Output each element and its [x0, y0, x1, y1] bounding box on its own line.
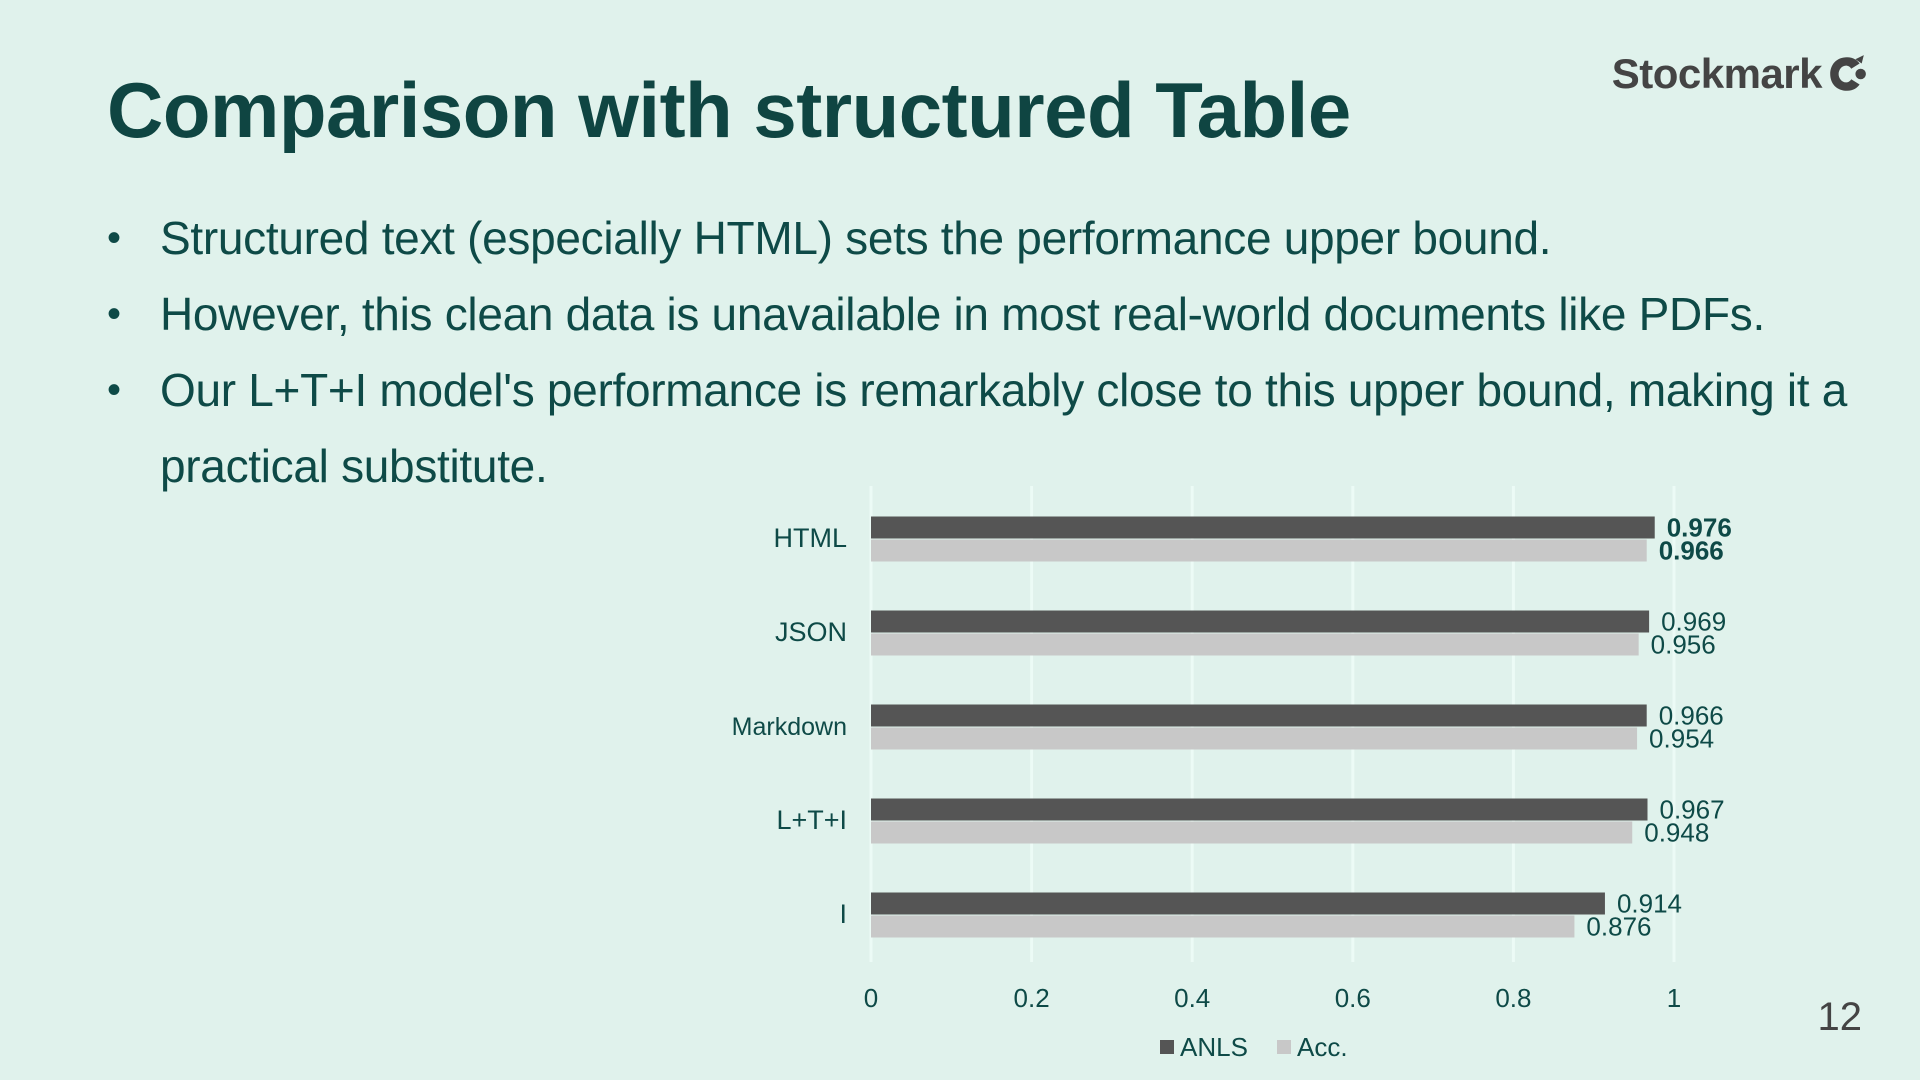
- legend-swatch-acc: [1277, 1040, 1291, 1054]
- bullet-dot: •: [107, 368, 121, 412]
- anls-bar: [871, 610, 1650, 633]
- brand-mark-icon: [1830, 55, 1866, 91]
- anls-bar: [871, 516, 1655, 539]
- x-tick-label: 0: [864, 983, 878, 1013]
- acc-bar: [871, 821, 1633, 844]
- bar-chart: HTML 0.976 0.966 JSON 0.969 0.956 Markdown 0.96…: [640, 480, 1820, 1080]
- brand-wordmark: Stockmark: [1611, 50, 1823, 97]
- anls-data-label: 0.967: [1660, 795, 1725, 825]
- acc-data-label: 0.956: [1651, 630, 1716, 660]
- acc-bar: [871, 727, 1638, 750]
- bullet-list: • Structured text (especially HTML) sets…: [107, 200, 1897, 504]
- anls-data-label: 0.969: [1661, 607, 1726, 637]
- bullet-dot: •: [107, 292, 121, 336]
- acc-data-label: 0.876: [1586, 912, 1651, 942]
- x-tick-label: 1: [1667, 983, 1681, 1013]
- x-tick-label: 0.8: [1495, 983, 1531, 1013]
- x-tick-label: 0.4: [1174, 983, 1210, 1013]
- anls-data-label: 0.966: [1659, 701, 1724, 731]
- anls-bar: [871, 798, 1648, 821]
- bullet-item: • Structured text (especially HTML) sets…: [107, 200, 1897, 276]
- acc-bar: [871, 915, 1575, 938]
- bullet-text: However, this clean data is unavailable …: [160, 288, 1765, 340]
- acc-data-label: 0.948: [1644, 818, 1709, 848]
- bullet-text: Structured text (especially HTML) sets t…: [160, 212, 1552, 264]
- anls-bar: [871, 892, 1605, 915]
- legend-swatch-anls: [1160, 1040, 1174, 1054]
- bullet-item: • However, this clean data is unavailabl…: [107, 276, 1897, 352]
- anls-bar: [871, 704, 1647, 727]
- acc-data-label: 0.954: [1649, 724, 1714, 754]
- category-label: I: [839, 899, 847, 929]
- brand-logo: Stockmark: [1612, 50, 1868, 98]
- anls-data-label: 0.914: [1617, 889, 1682, 919]
- bullet-item: • Our L+T+I model's performance is remar…: [107, 352, 1897, 504]
- legend-label-acc: Acc.: [1297, 1032, 1348, 1062]
- anls-data-label: 0.976: [1667, 513, 1732, 543]
- legend-label-anls: ANLS: [1180, 1032, 1248, 1062]
- slide-title: Comparison with structured Table: [107, 66, 1351, 154]
- acc-bar: [871, 539, 1647, 562]
- bullet-text: Our L+T+I model's performance is remarka…: [160, 364, 1847, 492]
- category-label: Markdown: [732, 713, 847, 741]
- category-label: JSON: [775, 617, 847, 647]
- page-number: 12: [1817, 995, 1863, 1039]
- acc-data-label: 0.966: [1659, 536, 1724, 566]
- x-tick-label: 0.2: [1014, 983, 1050, 1013]
- category-label: HTML: [774, 523, 848, 553]
- category-label: L+T+I: [776, 805, 847, 835]
- x-tick-label: 0.6: [1335, 983, 1371, 1013]
- bullet-dot: •: [107, 216, 121, 260]
- acc-bar: [871, 633, 1639, 656]
